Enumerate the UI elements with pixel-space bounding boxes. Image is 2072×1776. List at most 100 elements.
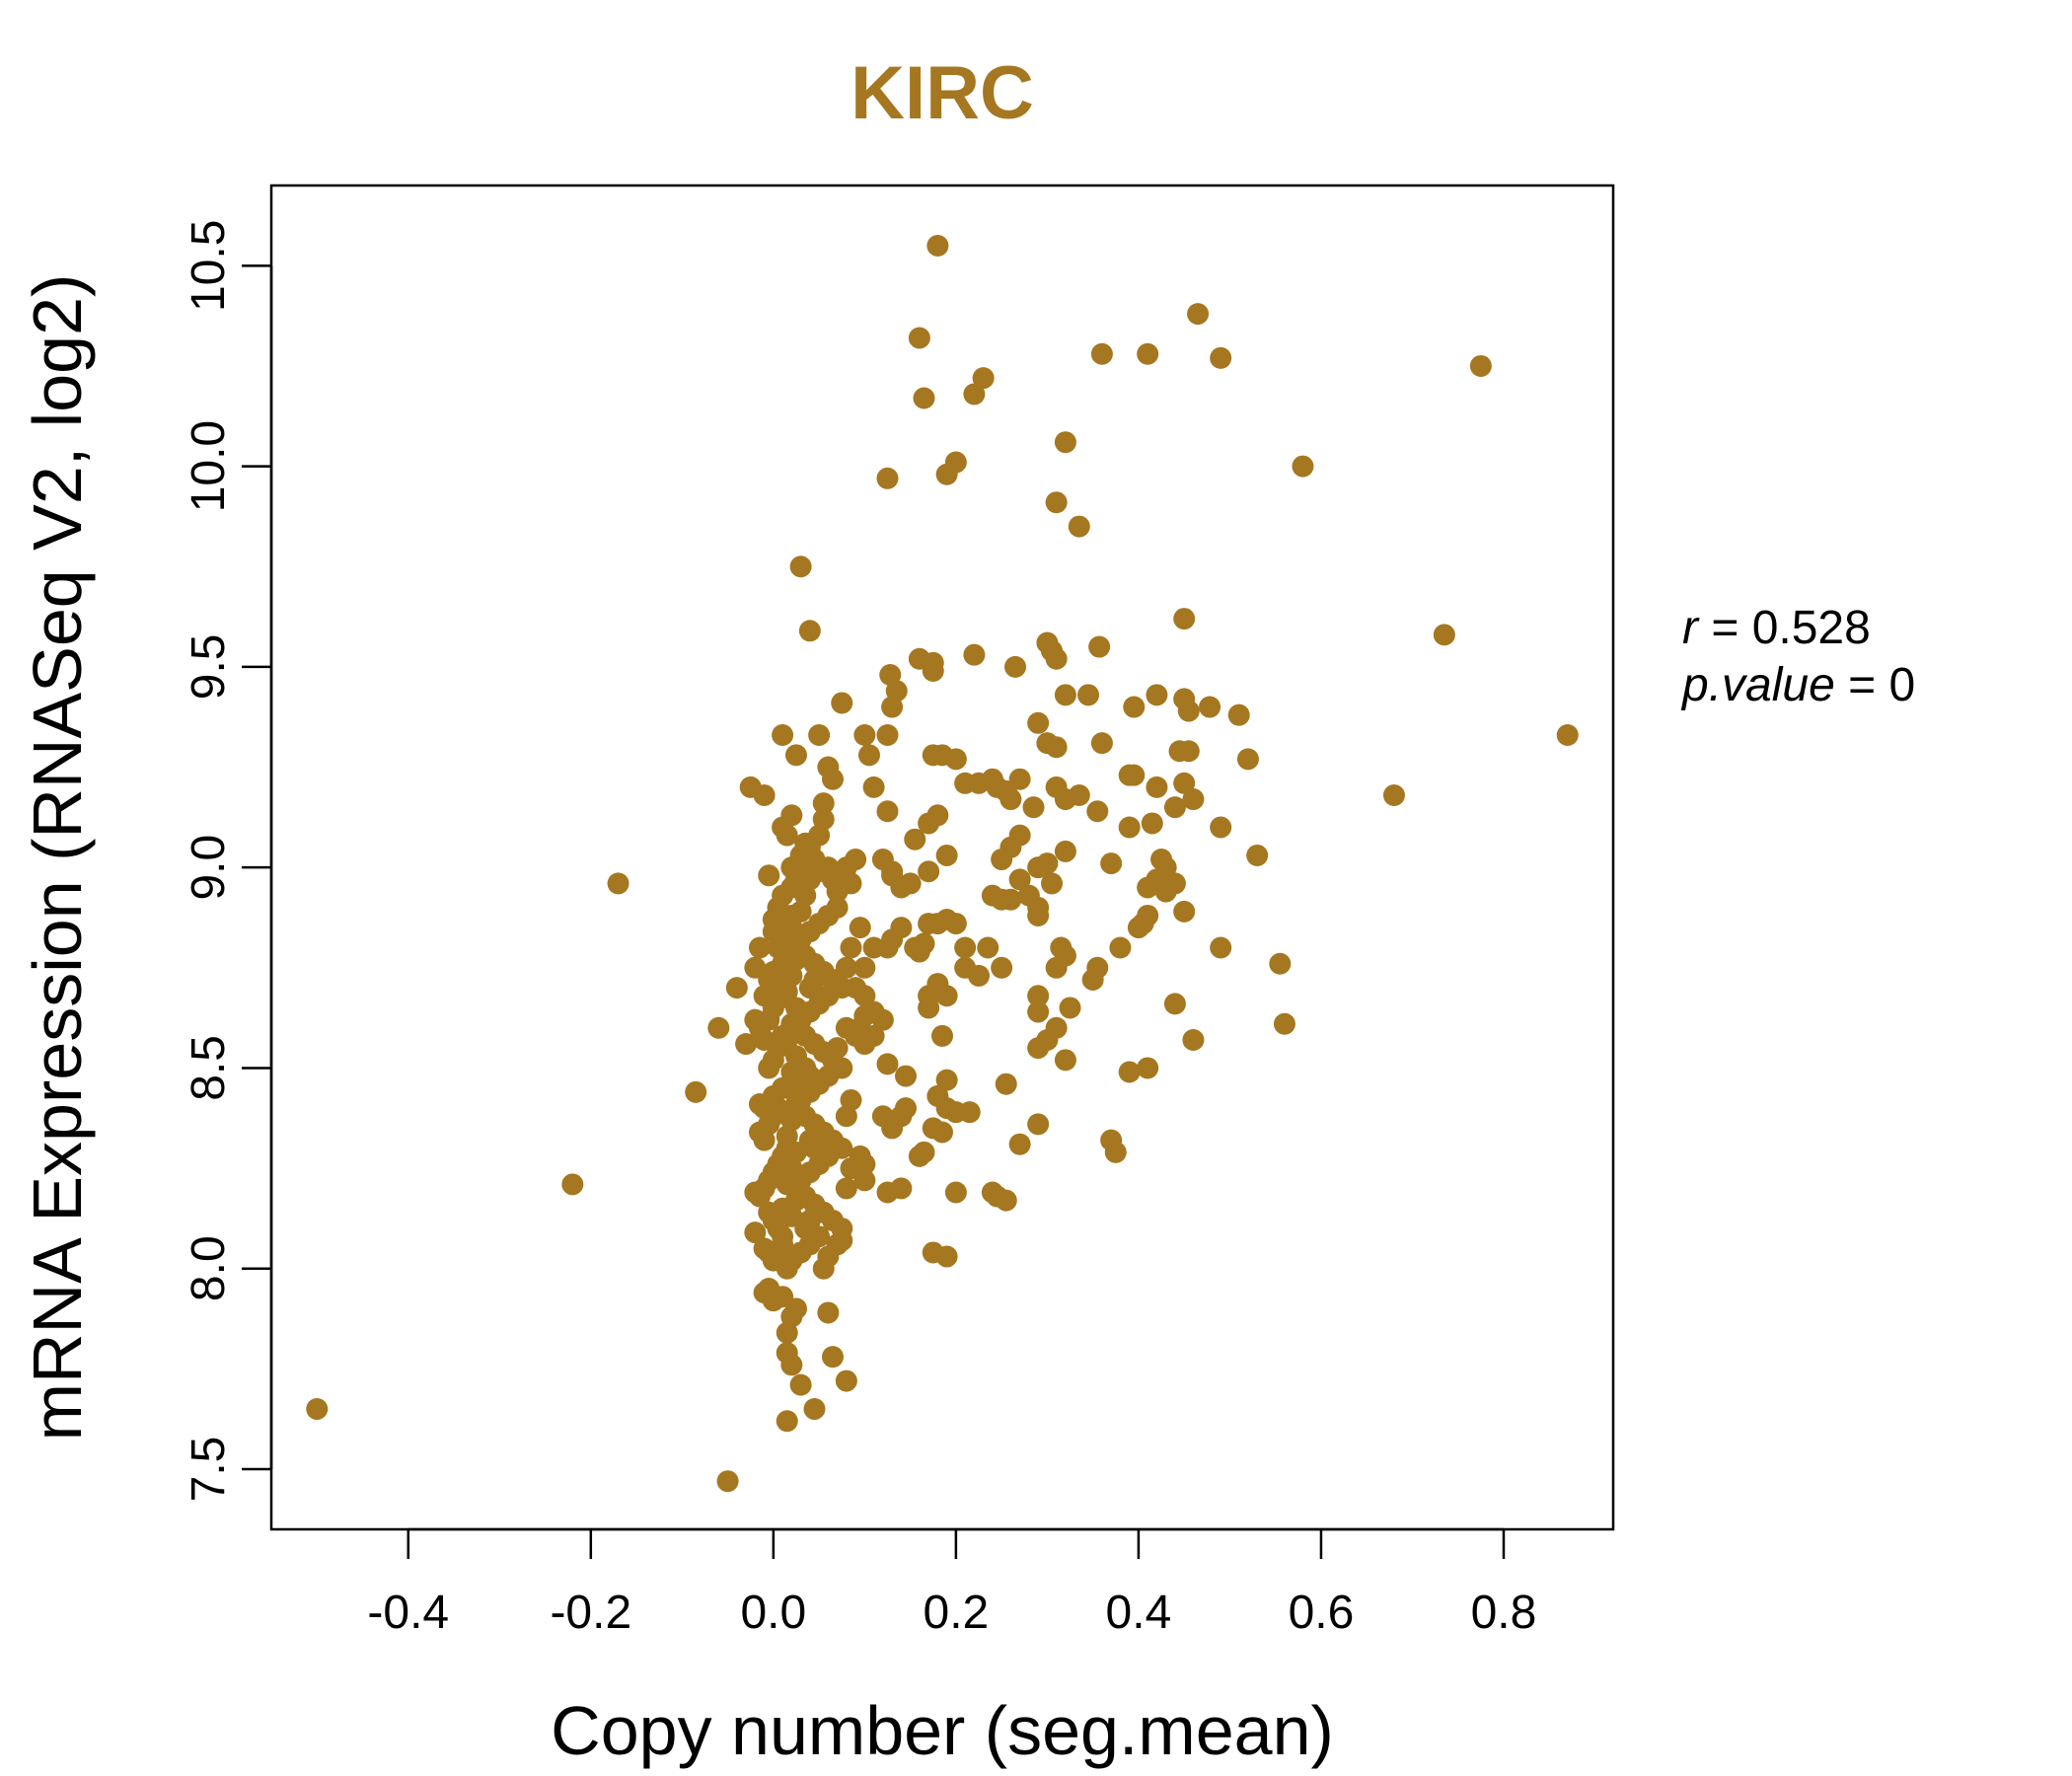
data-point bbox=[1177, 700, 1200, 722]
data-point bbox=[1004, 655, 1027, 678]
x-axis: -0.4 -0.2 0.0 0.2 0.4 0.6 0.8 bbox=[367, 1527, 1537, 1639]
data-point bbox=[1045, 491, 1068, 514]
data-point bbox=[963, 383, 986, 406]
data-point bbox=[876, 467, 899, 489]
data-point bbox=[803, 1398, 826, 1421]
data-point bbox=[1118, 816, 1141, 839]
data-point bbox=[1163, 872, 1186, 895]
data-point bbox=[1182, 788, 1205, 811]
data-point bbox=[780, 917, 803, 939]
data-point bbox=[894, 1065, 917, 1087]
data-point bbox=[798, 1129, 821, 1151]
data-point bbox=[876, 1181, 899, 1204]
data-point bbox=[1054, 840, 1076, 862]
data-point bbox=[1146, 776, 1168, 798]
data-point bbox=[995, 779, 1017, 802]
data-point bbox=[913, 387, 935, 409]
y-tick-label: 9.5 bbox=[183, 634, 235, 701]
data-point bbox=[1246, 844, 1269, 866]
p-symbol: p.value bbox=[1680, 659, 1835, 711]
data-point bbox=[1041, 872, 1064, 895]
data-point bbox=[1027, 1000, 1050, 1023]
data-point bbox=[716, 1470, 739, 1493]
data-point bbox=[1045, 1016, 1068, 1039]
x-tick-label: 0.8 bbox=[1471, 1587, 1537, 1639]
data-point bbox=[835, 1369, 857, 1392]
data-point bbox=[776, 1342, 798, 1365]
data-point bbox=[1273, 1012, 1295, 1035]
data-point bbox=[1227, 703, 1250, 726]
data-point bbox=[958, 1101, 981, 1124]
y-tick-label: 8.0 bbox=[183, 1235, 235, 1301]
data-point bbox=[1008, 868, 1031, 891]
data-point bbox=[784, 997, 807, 1019]
data-point bbox=[748, 936, 771, 959]
data-point bbox=[1045, 776, 1068, 798]
x-tick-label: 0.0 bbox=[740, 1587, 806, 1639]
data-point bbox=[935, 985, 958, 1007]
data-point bbox=[561, 1173, 584, 1196]
data-point bbox=[935, 844, 958, 866]
data-point bbox=[853, 956, 876, 979]
data-point bbox=[881, 1117, 904, 1140]
data-point bbox=[1109, 936, 1132, 959]
data-point bbox=[1054, 1049, 1076, 1072]
p-equals: = bbox=[1848, 659, 1888, 711]
data-point bbox=[798, 1065, 821, 1087]
data-point bbox=[935, 1069, 958, 1091]
data-point bbox=[995, 1073, 1017, 1095]
data-point bbox=[1187, 303, 1210, 326]
x-tick-label: -0.2 bbox=[550, 1587, 631, 1639]
data-point bbox=[1100, 852, 1123, 875]
data-point bbox=[881, 696, 904, 718]
data-point bbox=[753, 783, 776, 806]
data-point bbox=[840, 1088, 862, 1111]
data-point bbox=[1469, 354, 1492, 377]
data-point bbox=[1433, 624, 1455, 646]
data-point bbox=[784, 948, 807, 971]
data-point bbox=[1077, 684, 1100, 706]
data-point bbox=[876, 723, 899, 746]
data-point bbox=[1068, 515, 1090, 538]
data-point bbox=[735, 1033, 758, 1056]
data-point bbox=[991, 849, 1013, 871]
data-point bbox=[758, 864, 780, 887]
data-point bbox=[845, 849, 867, 871]
data-point bbox=[840, 872, 862, 895]
data-point bbox=[1163, 993, 1186, 1015]
data-point bbox=[1141, 812, 1163, 835]
data-point bbox=[845, 977, 867, 999]
data-point bbox=[1059, 997, 1081, 1019]
data-point bbox=[918, 913, 940, 935]
data-point bbox=[968, 964, 991, 987]
data-point bbox=[931, 1024, 953, 1047]
data-point bbox=[784, 1093, 807, 1116]
data-point bbox=[1137, 342, 1159, 365]
r-equals: = bbox=[1711, 602, 1751, 654]
data-point bbox=[871, 849, 894, 871]
data-point bbox=[1123, 696, 1146, 718]
data-point bbox=[922, 744, 944, 767]
data-point bbox=[944, 1181, 967, 1204]
data-point bbox=[821, 768, 844, 790]
data-point bbox=[1173, 608, 1196, 630]
data-point bbox=[908, 327, 930, 349]
data-point bbox=[1173, 900, 1196, 923]
data-point bbox=[798, 620, 821, 642]
data-point bbox=[999, 888, 1022, 911]
data-point bbox=[1150, 849, 1173, 871]
data-point bbox=[607, 872, 629, 895]
data-point bbox=[1088, 635, 1111, 658]
x-tick-label: 0.6 bbox=[1289, 1587, 1355, 1639]
data-point bbox=[776, 824, 798, 847]
p-value: 0 bbox=[1889, 659, 1916, 711]
data-point bbox=[835, 1177, 857, 1200]
data-point bbox=[1086, 800, 1109, 823]
r-value: 0.528 bbox=[1752, 602, 1871, 654]
data-point bbox=[1090, 342, 1113, 365]
data-point bbox=[944, 451, 967, 474]
data-point bbox=[753, 1237, 776, 1260]
data-points bbox=[306, 234, 1579, 1493]
data-point bbox=[1269, 952, 1292, 975]
data-point bbox=[849, 917, 871, 939]
